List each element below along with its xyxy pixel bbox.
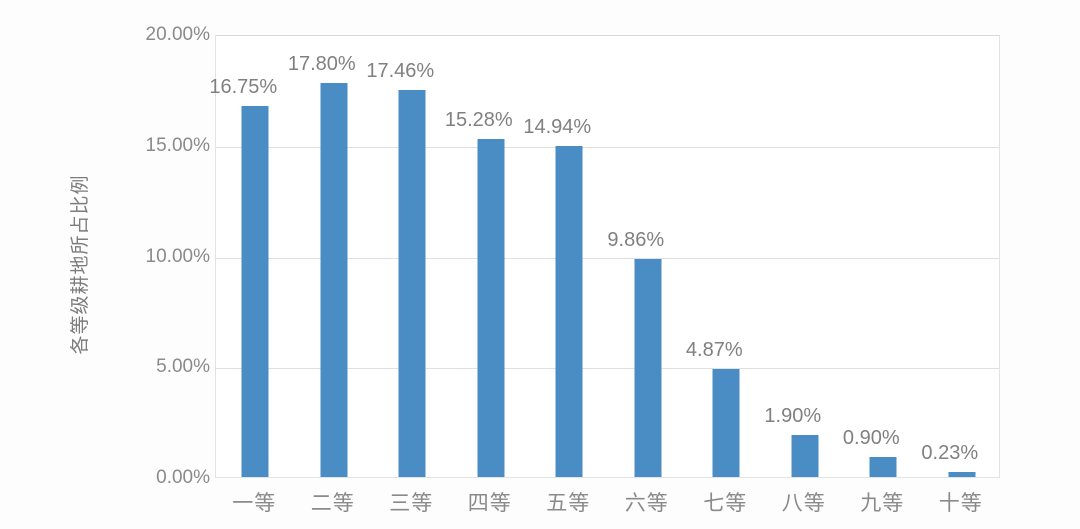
- bar-slot: [295, 36, 374, 477]
- x-axis-tick-label: 四等: [467, 492, 512, 515]
- x-axis-tick-label: 七等: [703, 492, 748, 515]
- bar-slot: [844, 36, 923, 477]
- y-axis-title: 各等级耕地所占比例: [69, 174, 91, 355]
- x-axis-tick-label: 六等: [624, 492, 669, 515]
- x-axis-tick-label: 一等: [232, 492, 277, 515]
- x-axis-tick-label: 九等: [860, 492, 905, 515]
- y-axis-tick-labels: 0.00% 5.00% 10.00% 15.00% 20.00%: [120, 0, 210, 529]
- bar[interactable]: [869, 457, 897, 477]
- bar-data-label: 9.86%: [607, 228, 665, 251]
- bar-slot: [530, 36, 609, 477]
- bar-data-label: 0.23%: [921, 441, 979, 464]
- bar[interactable]: [398, 90, 426, 477]
- x-axis-tick-label: 二等: [310, 492, 355, 515]
- x-axis-tick-label: 三等: [389, 492, 434, 515]
- gridline: [216, 368, 999, 370]
- bar-data-label: 14.94%: [523, 116, 592, 139]
- bar[interactable]: [791, 434, 819, 477]
- bar-data-label: 4.87%: [685, 339, 743, 362]
- x-axis-tick-label: 八等: [781, 492, 826, 515]
- x-axis-tick-label: 十等: [938, 492, 983, 515]
- y-axis-tick-label: 0.00%: [156, 467, 210, 488]
- x-axis-tick-label: 五等: [546, 492, 591, 515]
- y-axis-tick-label: 20.00%: [145, 24, 210, 45]
- bar-data-label: 0.90%: [842, 427, 900, 450]
- bar-data-label: 17.80%: [287, 52, 356, 75]
- bar-data-label: 16.75%: [209, 75, 278, 98]
- y-axis-tick-label: 15.00%: [145, 134, 210, 156]
- bar-data-label: 1.90%: [764, 404, 822, 427]
- bar-data-label: 17.46%: [366, 60, 435, 83]
- bar-slot: [923, 36, 1002, 477]
- bar[interactable]: [634, 258, 662, 477]
- bar-slot: [452, 36, 531, 477]
- gridline: [216, 257, 999, 259]
- bar[interactable]: [948, 471, 976, 477]
- x-axis-tick-labels: 一等 二等 三等 四等 五等 六等 七等 八等 九等 十等: [215, 487, 1000, 523]
- bar[interactable]: [241, 106, 269, 477]
- bars-layer: 16.75% 17.80% 17.46% 15.28% 14.94% 9.86% 4.87%…: [209, 36, 1002, 477]
- plot-area: 16.75% 17.80% 17.46% 15.28% 14.94% 9.86% 4.87%…: [209, 35, 1002, 478]
- bar-data-label: 15.28%: [444, 108, 513, 131]
- gridline: [216, 146, 999, 148]
- bar[interactable]: [712, 369, 740, 477]
- bar-slot: [609, 36, 688, 477]
- bar[interactable]: [555, 146, 583, 477]
- bar[interactable]: [320, 82, 348, 477]
- bar-slot: [373, 36, 452, 477]
- y-axis-tick-label: 5.00%: [156, 356, 210, 378]
- y-axis-tick-label: 10.00%: [145, 245, 210, 267]
- bar-slot: [216, 36, 295, 477]
- bar-slot: [687, 36, 766, 477]
- bar-slot: [766, 36, 845, 477]
- bar[interactable]: [477, 138, 505, 477]
